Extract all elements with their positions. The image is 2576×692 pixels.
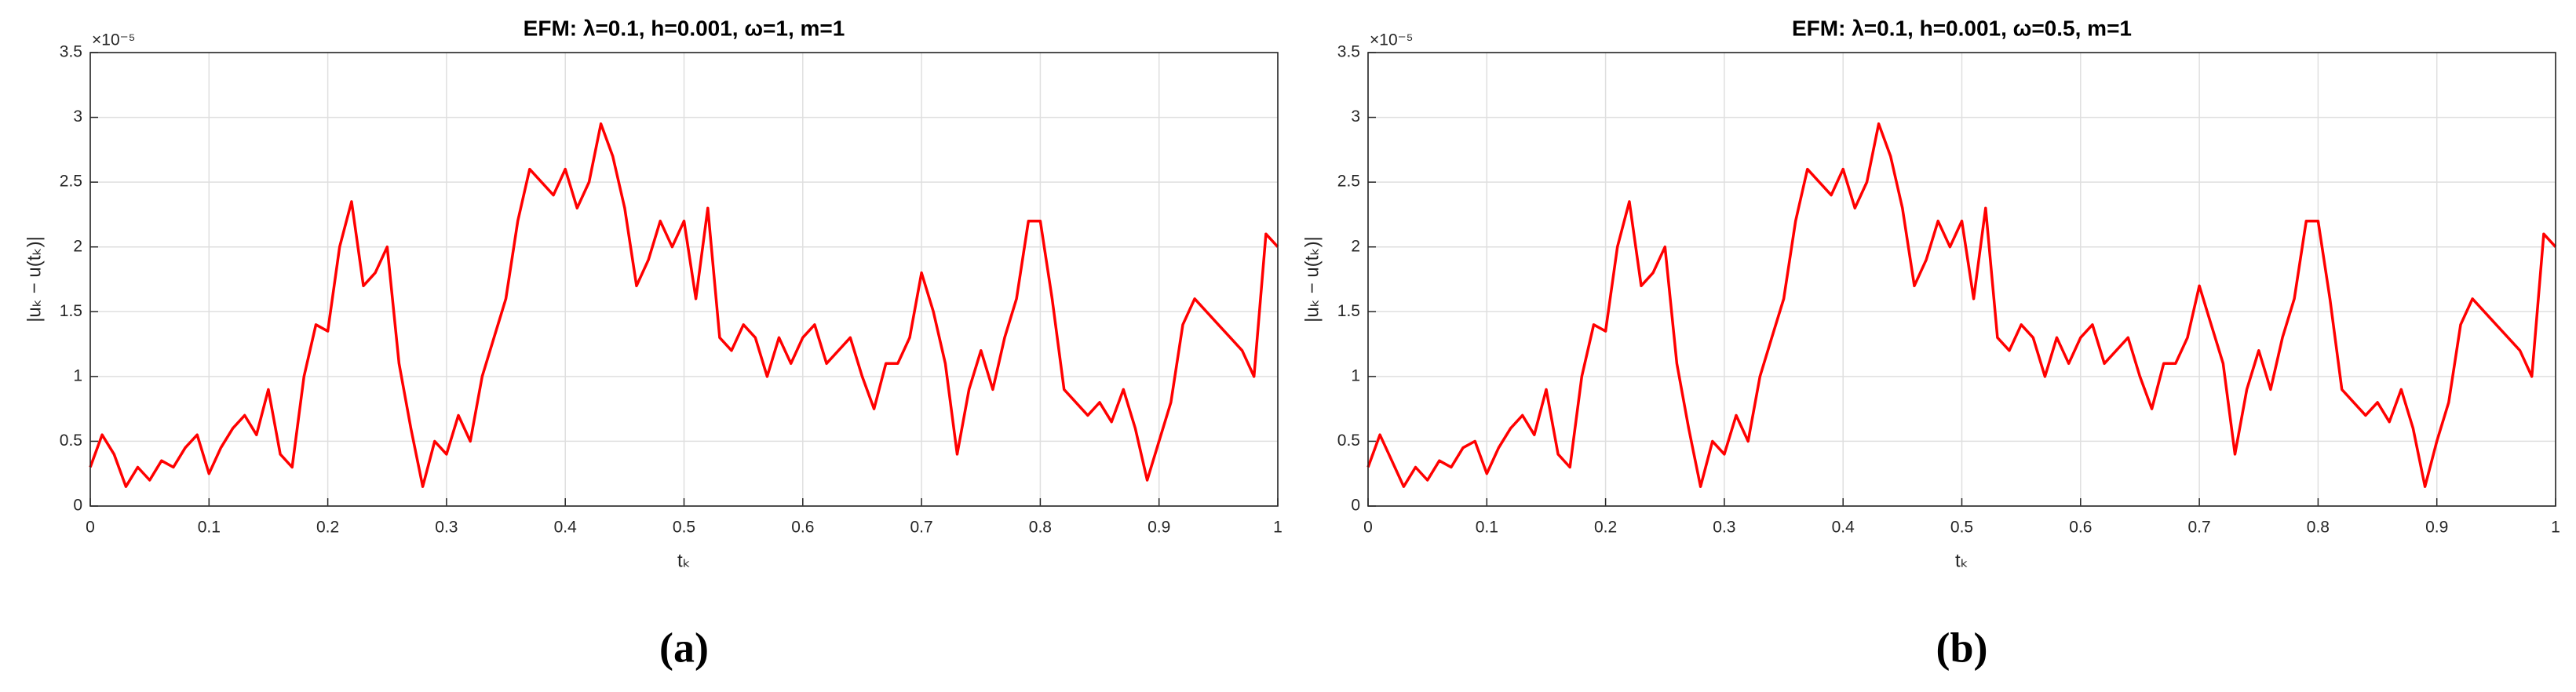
- y-tick-label: 2: [73, 237, 82, 255]
- caption: (a): [659, 624, 709, 671]
- x-axis-label: tₖ: [677, 550, 691, 571]
- x-tick-label: 0.5: [1950, 519, 1973, 537]
- x-tick-label: 0.2: [316, 519, 339, 537]
- y-tick-label: 2.5: [60, 173, 82, 191]
- y-tick-label: 1: [1351, 366, 1360, 384]
- x-tick-label: 0.8: [1029, 519, 1052, 537]
- axes-frame: [1367, 52, 2556, 507]
- caption: (b): [1936, 624, 1988, 671]
- x-tick-label: 1: [1273, 519, 1283, 537]
- x-tick-label: 0.3: [435, 519, 458, 537]
- y-tick-label: 0: [73, 497, 82, 515]
- y-tick-label: 3.5: [60, 43, 82, 61]
- x-tick-label: 0.2: [1594, 519, 1617, 537]
- x-tick-label: 0.1: [198, 519, 221, 537]
- y-tick-label: 1.5: [60, 302, 82, 320]
- x-tick-label: 0.7: [2187, 519, 2210, 537]
- y-axis-label: |uₖ − u(tₖ)|: [1301, 236, 1323, 322]
- axes-frame: [89, 52, 1279, 507]
- y-tick-label: 1.5: [1337, 302, 1360, 320]
- y-tick-label: 3: [73, 107, 82, 126]
- chart-title: EFM: λ=0.1, h=0.001, ω=0.5, m=1: [1792, 16, 2132, 40]
- x-tick-label: 0.4: [554, 519, 578, 537]
- x-tick-label: 0.6: [2069, 519, 2092, 537]
- y-tick-label: 3: [1351, 107, 1360, 126]
- x-tick-label: 0.6: [791, 519, 814, 537]
- y-multiplier: ×10⁻⁵: [92, 31, 135, 49]
- x-tick-label: 0.5: [673, 519, 695, 537]
- y-tick-label: 0.5: [60, 432, 82, 450]
- data-line: [1366, 122, 2557, 488]
- y-multiplier: ×10⁻⁵: [1370, 31, 1413, 49]
- y-axis-label: |uₖ − u(tₖ)|: [24, 236, 45, 322]
- x-tick-label: 0.7: [910, 519, 932, 537]
- x-tick-label: 0: [86, 519, 95, 537]
- x-tick-label: 0: [1363, 519, 1373, 537]
- y-tick-label: 0: [1351, 497, 1360, 515]
- x-axis-label: tₖ: [1955, 550, 1968, 571]
- chart-title: EFM: λ=0.1, h=0.001, ω=1, m=1: [524, 16, 845, 40]
- y-tick-label: 2: [1351, 237, 1360, 255]
- y-tick-label: 1: [73, 366, 82, 384]
- y-tick-label: 2.5: [1337, 173, 1360, 191]
- data-line: [89, 122, 1279, 488]
- x-tick-label: 0.9: [1148, 519, 1170, 537]
- x-tick-label: 0.1: [1476, 519, 1498, 537]
- x-tick-label: 0.8: [2307, 519, 2330, 537]
- y-tick-label: 0.5: [1337, 432, 1360, 450]
- y-tick-label: 3.5: [1337, 43, 1360, 61]
- x-tick-label: 0.4: [1832, 519, 1855, 537]
- x-tick-label: 1: [2551, 519, 2560, 537]
- x-tick-label: 0.9: [2425, 519, 2448, 537]
- x-tick-label: 0.3: [1713, 519, 1735, 537]
